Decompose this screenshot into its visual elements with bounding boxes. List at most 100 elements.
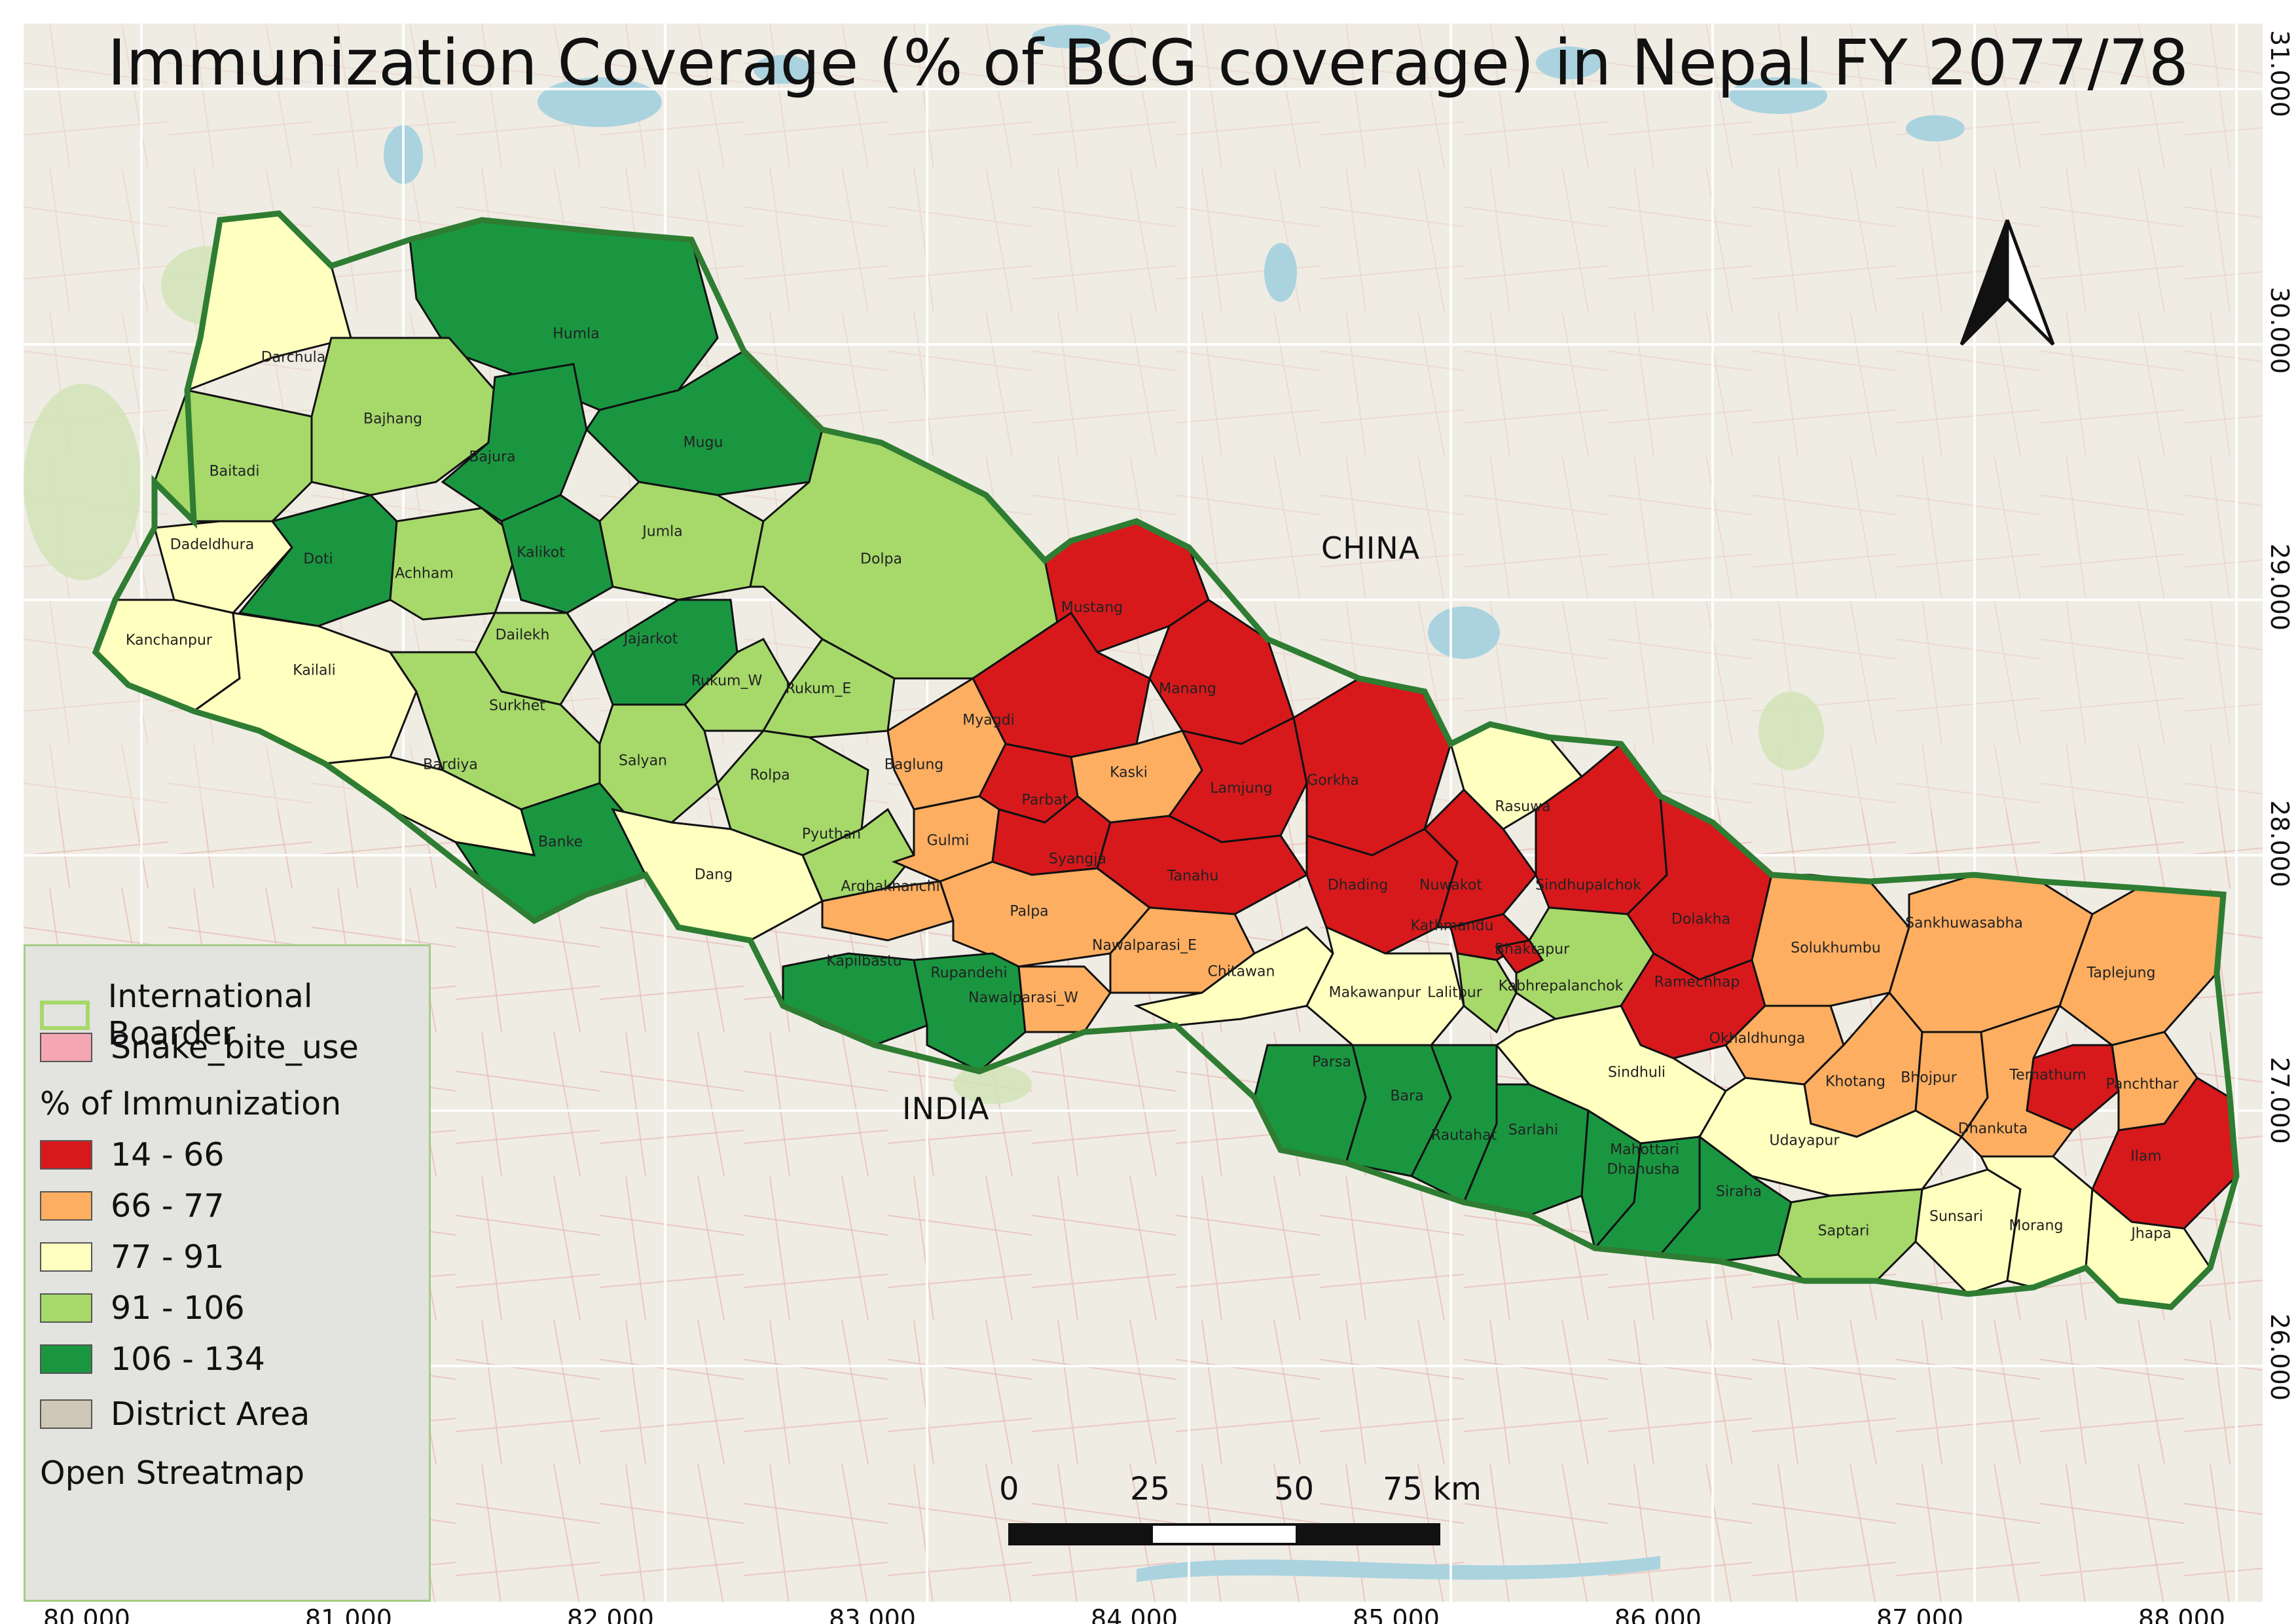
district-label-sindhuli: Sindhuli — [1607, 1064, 1666, 1081]
district-label-dolakha: Dolakha — [1671, 911, 1731, 928]
district-label-parbat: Parbat — [1021, 792, 1068, 809]
district-label-bajura: Bajura — [469, 449, 516, 466]
district-label-makawanpur: Makawanpur — [1328, 984, 1421, 1001]
district-label-pyuthan: Pyuthan — [801, 826, 862, 843]
longitude-label: 88.000 — [2138, 1604, 2225, 1624]
district-label-kalikot: Kalikot — [517, 544, 565, 561]
district-label-syangja: Syangja — [1049, 851, 1106, 868]
longitude-label: 87.000 — [1876, 1604, 1963, 1624]
district-Lalitpur — [1456, 952, 1518, 1034]
district-label-khotang: Khotang — [1825, 1073, 1886, 1090]
district-label-rasuwa: Rasuwa — [1495, 798, 1551, 815]
district-label-arghakhanchi: Arghakhanchi — [841, 878, 940, 895]
district-label-dang: Dang — [694, 866, 733, 883]
district-Sarlahi — [1462, 1083, 1590, 1217]
scale-bar — [1008, 1523, 1440, 1545]
district-label-dhankuta: Dhankuta — [1958, 1120, 2028, 1137]
india-label: INDIA — [902, 1091, 990, 1126]
longitude-label: 85.000 — [1353, 1604, 1440, 1624]
district-Udayapur — [1698, 1077, 1963, 1197]
district-label-chitawan: Chitawan — [1207, 963, 1275, 980]
district-label-dhading: Dhading — [1327, 877, 1389, 894]
legend-basemap: Open Streatmap — [40, 1454, 305, 1492]
longitude-label: 81.000 — [305, 1604, 392, 1624]
district-label-nawalparasi_w: Nawalparasi_W — [968, 989, 1078, 1006]
district-label-saptari: Saptari — [1817, 1223, 1870, 1240]
legend-panel: International Boarder Snake_bite_use % o… — [24, 944, 431, 1602]
district-label-terhathum: Terhathum — [2009, 1067, 2086, 1084]
district-label-parsa: Parsa — [1312, 1054, 1351, 1071]
legend-class: 77 - 91 — [40, 1238, 225, 1276]
district-label-surkhet: Surkhet — [489, 697, 545, 714]
district-label-kapilbastu: Kapilbastu — [826, 953, 902, 970]
district-label-morang: Morang — [2009, 1217, 2064, 1234]
district-label-achham: Achham — [395, 565, 454, 582]
district-label-rukum_w: Rukum_W — [691, 673, 763, 690]
scale-tick-75: 75 km — [1383, 1471, 1482, 1507]
map-frame: Darchula Humla Bajhang Baitadi Bajura Mugu Dad… — [24, 24, 2263, 1602]
district-label-dolpa: Dolpa — [860, 551, 902, 568]
district-label-humla: Humla — [553, 325, 600, 342]
legend-class: 66 - 77 — [40, 1187, 225, 1225]
district-label-kaski: Kaski — [1110, 764, 1148, 781]
legend-class: 91 - 106 — [40, 1289, 245, 1327]
district-label-mahottari: Mahottari — [1610, 1141, 1679, 1158]
legend-class-label: 77 - 91 — [111, 1238, 225, 1276]
latitude-label: 28.000 — [2265, 800, 2294, 887]
district-label-bajhang: Bajhang — [363, 411, 423, 428]
district-Nawalparasi_W — [1017, 965, 1112, 1033]
district-label-gorkha: Gorkha — [1307, 772, 1359, 789]
legend-class-label: 91 - 106 — [111, 1289, 245, 1327]
district-label-ramechhap: Ramechhap — [1654, 974, 1740, 991]
legend-district-label: District Area — [111, 1395, 310, 1433]
district-label-nuwakot: Nuwakot — [1419, 877, 1482, 894]
district-label-bardiya: Bardiya — [423, 756, 478, 773]
scale-tick-0: 0 — [999, 1471, 1019, 1507]
district-label-dhanusha: Dhanusha — [1607, 1161, 1680, 1178]
district-label-ilam: Ilam — [2130, 1148, 2162, 1165]
district-label-baitadi: Baitadi — [209, 463, 260, 480]
latitude-label: 26.000 — [2265, 1314, 2294, 1401]
district-label-palpa: Palpa — [1010, 903, 1049, 920]
legend-class: 106 - 134 — [40, 1340, 265, 1378]
district-label-sarlahi: Sarlahi — [1508, 1122, 1559, 1139]
district-label-bhaktapur: Bhaktapur — [1494, 941, 1570, 958]
international-boundary — [92, 210, 2240, 1310]
legend-heading: % of Immunization — [40, 1085, 342, 1122]
district-label-kanchanpur: Kanchanpur — [126, 632, 212, 649]
district-label-myagdi: Myagdi — [962, 712, 1015, 729]
district-Dhankuta — [1960, 1004, 2075, 1158]
legend-snake: Snake_bite_use — [40, 1029, 359, 1066]
district-label-manang: Manang — [1159, 680, 1216, 697]
district-label-nawalparasi_e: Nawalparasi_E — [1092, 937, 1197, 954]
district-label-bhojpur: Bhojpur — [1901, 1069, 1957, 1086]
district-label-dadeldhura: Dadeldhura — [170, 536, 255, 553]
scale-tick-25: 25 — [1130, 1471, 1171, 1507]
district-label-lamjung: Lamjung — [1210, 780, 1273, 797]
legend-snake-label: Snake_bite_use — [111, 1029, 359, 1066]
district-label-jhapa: Jhapa — [2131, 1225, 2172, 1242]
legend-class-label: 106 - 134 — [111, 1340, 265, 1378]
legend-district-swatch — [40, 1399, 92, 1429]
legend-boundary-label: International Boarder — [107, 978, 313, 1052]
latitude-label: 30.000 — [2265, 287, 2294, 374]
district-label-banke: Banke — [538, 834, 583, 851]
district-label-sindhupalchok: Sindhupalchok — [1535, 877, 1641, 894]
china-label: CHINA — [1321, 530, 1421, 566]
district-label-solukhumbu: Solukhumbu — [1791, 940, 1881, 957]
district-label-siraha: Siraha — [1715, 1183, 1762, 1200]
district-label-taplejung: Taplejung — [2086, 965, 2156, 982]
district-label-sunsari: Sunsari — [1929, 1208, 1983, 1225]
district-label-rupandehi: Rupandehi — [930, 965, 1008, 982]
district-label-sankhuwasabha: Sankhuwasabha — [1905, 915, 2023, 932]
latitude-label: 29.000 — [2265, 544, 2294, 631]
district-label-dailekh: Dailekh — [495, 627, 550, 644]
district-Siraha — [1658, 1135, 1793, 1263]
district-label-kabhrepalanchok: Kabhrepalanchok — [1498, 978, 1624, 995]
district-polygons — [94, 212, 2238, 1308]
longitude-label: 84.000 — [1091, 1604, 1178, 1624]
district-label-kathmandu: Kathmandu — [1410, 917, 1494, 934]
district-label-doti: Doti — [303, 551, 333, 568]
legend-class-swatch — [40, 1140, 92, 1170]
